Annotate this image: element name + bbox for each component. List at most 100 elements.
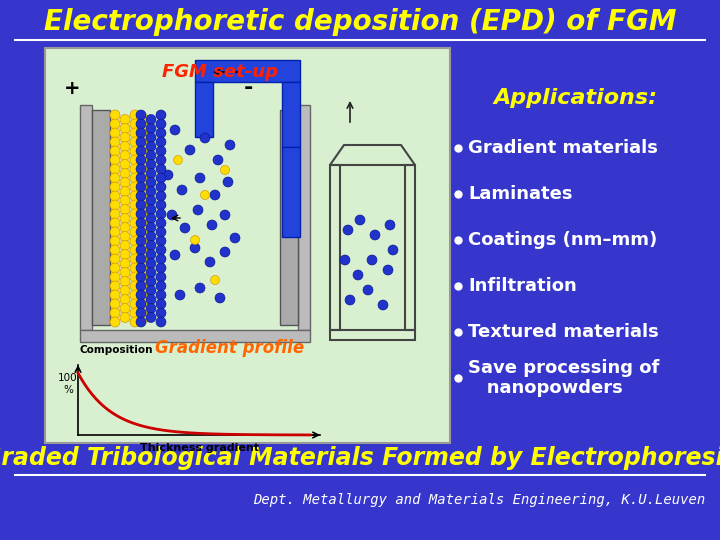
Circle shape bbox=[193, 205, 203, 215]
Text: Save processing of
   nanopowders: Save processing of nanopowders bbox=[468, 359, 660, 397]
Text: 100: 100 bbox=[58, 373, 78, 383]
Circle shape bbox=[140, 213, 150, 224]
Circle shape bbox=[215, 293, 225, 303]
Circle shape bbox=[130, 110, 140, 120]
Circle shape bbox=[146, 186, 156, 197]
Circle shape bbox=[345, 295, 355, 305]
Circle shape bbox=[136, 119, 146, 129]
Circle shape bbox=[174, 156, 182, 165]
Circle shape bbox=[110, 254, 120, 264]
Circle shape bbox=[120, 267, 130, 278]
Circle shape bbox=[130, 164, 140, 174]
Circle shape bbox=[130, 119, 140, 129]
Text: Graded Tribological Materials Formed by Electrophoresis: Graded Tribological Materials Formed by … bbox=[0, 446, 720, 470]
Circle shape bbox=[136, 182, 146, 192]
Circle shape bbox=[110, 155, 120, 165]
Circle shape bbox=[110, 281, 120, 291]
Bar bbox=[282, 147, 300, 237]
Circle shape bbox=[146, 249, 156, 260]
Bar bbox=[405, 165, 415, 330]
Circle shape bbox=[120, 213, 130, 224]
Text: Gradient profile: Gradient profile bbox=[156, 339, 305, 357]
Circle shape bbox=[156, 164, 166, 174]
Circle shape bbox=[130, 299, 140, 309]
Circle shape bbox=[136, 209, 146, 219]
Circle shape bbox=[130, 182, 140, 192]
Circle shape bbox=[156, 308, 166, 318]
Circle shape bbox=[146, 286, 156, 295]
Circle shape bbox=[136, 146, 146, 156]
Text: Applications:: Applications: bbox=[493, 88, 657, 108]
Circle shape bbox=[120, 294, 130, 305]
Circle shape bbox=[355, 215, 365, 225]
Circle shape bbox=[383, 265, 393, 275]
Circle shape bbox=[220, 210, 230, 220]
Circle shape bbox=[225, 140, 235, 150]
Circle shape bbox=[156, 119, 166, 129]
Circle shape bbox=[136, 245, 146, 255]
Circle shape bbox=[140, 222, 150, 233]
Circle shape bbox=[146, 151, 156, 160]
Circle shape bbox=[140, 141, 150, 152]
Bar bbox=[195, 60, 300, 82]
Circle shape bbox=[130, 191, 140, 201]
Circle shape bbox=[180, 223, 190, 233]
Circle shape bbox=[156, 218, 166, 228]
Circle shape bbox=[140, 267, 150, 278]
Circle shape bbox=[110, 128, 120, 138]
Circle shape bbox=[156, 155, 166, 165]
Circle shape bbox=[130, 218, 140, 228]
Circle shape bbox=[130, 173, 140, 183]
Circle shape bbox=[110, 236, 120, 246]
Circle shape bbox=[146, 222, 156, 233]
Circle shape bbox=[136, 290, 146, 300]
Text: FGM set-up: FGM set-up bbox=[162, 63, 278, 81]
Bar bbox=[45, 48, 450, 443]
Circle shape bbox=[130, 227, 140, 237]
Circle shape bbox=[120, 303, 130, 314]
Circle shape bbox=[146, 205, 156, 214]
Circle shape bbox=[136, 218, 146, 228]
Circle shape bbox=[136, 281, 146, 291]
Circle shape bbox=[175, 290, 185, 300]
Circle shape bbox=[146, 303, 156, 314]
Circle shape bbox=[195, 173, 205, 183]
Circle shape bbox=[110, 308, 120, 318]
Circle shape bbox=[136, 308, 146, 318]
Circle shape bbox=[130, 281, 140, 291]
Circle shape bbox=[146, 114, 156, 125]
Circle shape bbox=[200, 191, 210, 199]
Bar bbox=[92, 110, 110, 325]
Circle shape bbox=[120, 168, 130, 179]
Circle shape bbox=[120, 259, 130, 268]
Circle shape bbox=[385, 220, 395, 230]
Circle shape bbox=[110, 173, 120, 183]
Text: +: + bbox=[64, 78, 80, 98]
Circle shape bbox=[130, 137, 140, 147]
Circle shape bbox=[120, 232, 130, 241]
Circle shape bbox=[120, 286, 130, 295]
Text: Gradient materials: Gradient materials bbox=[468, 139, 658, 157]
Circle shape bbox=[120, 159, 130, 170]
Circle shape bbox=[190, 243, 200, 253]
Circle shape bbox=[170, 250, 180, 260]
Circle shape bbox=[156, 110, 166, 120]
Circle shape bbox=[130, 146, 140, 156]
Circle shape bbox=[146, 168, 156, 179]
Circle shape bbox=[140, 240, 150, 251]
Circle shape bbox=[120, 313, 130, 322]
Circle shape bbox=[388, 245, 398, 255]
Circle shape bbox=[136, 263, 146, 273]
Circle shape bbox=[156, 200, 166, 210]
Circle shape bbox=[136, 191, 146, 201]
Circle shape bbox=[363, 285, 373, 295]
Circle shape bbox=[130, 308, 140, 318]
Circle shape bbox=[140, 114, 150, 125]
Circle shape bbox=[110, 146, 120, 156]
Circle shape bbox=[146, 267, 156, 278]
Circle shape bbox=[140, 303, 150, 314]
Circle shape bbox=[110, 182, 120, 192]
Circle shape bbox=[210, 190, 220, 200]
Circle shape bbox=[110, 164, 120, 174]
Circle shape bbox=[378, 300, 388, 310]
